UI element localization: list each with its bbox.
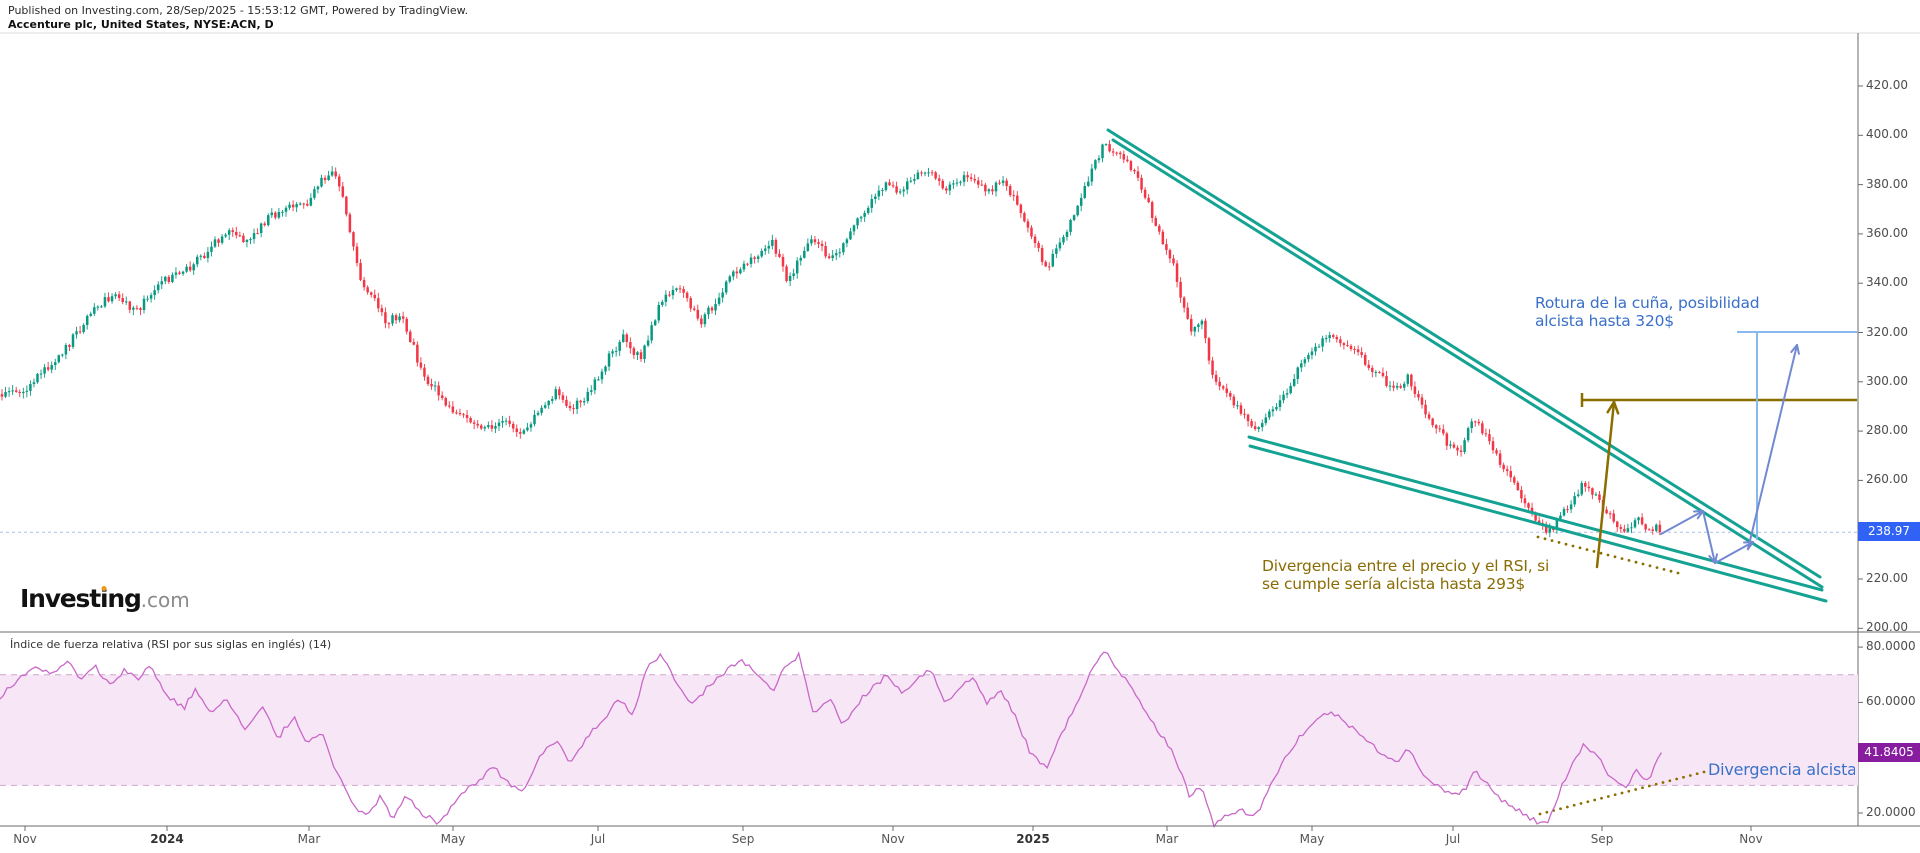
wedge-trendline[interactable]	[1106, 128, 1822, 579]
investing-logo-text: Investing	[20, 584, 142, 613]
divergence-annotation-line1: Divergencia entre el precio y el RSI, si	[1262, 557, 1550, 575]
time-tick-label[interactable]: May	[440, 832, 466, 846]
publish-info: Published on Investing.com, 28/Sep/2025 …	[8, 4, 469, 17]
divergence-annotation-line2: se cumple sería alcista hasta 293$	[1262, 574, 1526, 593]
price-tick-label: 400.00	[1866, 127, 1908, 142]
time-tick-label[interactable]: Jul	[1445, 832, 1461, 846]
price-tick-label: 360.00	[1866, 225, 1908, 240]
time-tick-label[interactable]: Nov	[13, 832, 37, 846]
price-tick-label: 340.00	[1866, 275, 1908, 290]
olive-up-arrow	[1595, 400, 1620, 569]
price-tick-label: 300.00	[1866, 373, 1908, 388]
price-tick-label: 260.00	[1866, 472, 1908, 487]
price-tick-label: 220.00	[1866, 571, 1908, 585]
time-tick-label[interactable]: Mar	[1155, 832, 1179, 846]
wedge-trendline[interactable]	[1248, 444, 1828, 603]
wedge-annotation-line1: Rotura de la cuña, posibilidad	[1535, 294, 1760, 312]
rsi-tick-label: 60.0000	[1866, 694, 1916, 709]
rsi-band	[0, 674, 1858, 786]
symbol-title: Accenture plc, United States, NYSE:ACN, …	[8, 18, 274, 31]
rsi-line	[0, 651, 1662, 829]
rsi-tick-label: 80.0000	[1866, 639, 1916, 654]
divergence-annotation[interactable]: Divergencia entre el precio y el RSI, si…	[1262, 557, 1550, 593]
rsi-indicator-label: Índice de fuerza relativa (RSI por sus s…	[10, 638, 332, 651]
price-tick-label: 200.00	[1866, 620, 1908, 635]
rsi-tick-label: 20.0000	[1866, 805, 1916, 819]
time-tick-label[interactable]: Jul	[590, 832, 606, 846]
blue-path-arrow	[1702, 510, 1718, 564]
time-tick-label[interactable]: May	[1299, 832, 1325, 846]
time-tick-label[interactable]: 2025	[1016, 832, 1050, 846]
wedge-annotation-line2: alcista hasta 320$	[1535, 311, 1674, 330]
time-tick-label[interactable]: Mar	[297, 832, 321, 846]
wedge-breakout-annotation[interactable]: Rotura de la cuña, posibilidad alcista h…	[1535, 294, 1760, 330]
price-tick-label: 280.00	[1866, 423, 1908, 438]
price-tick-label: 380.00	[1866, 176, 1908, 191]
rsi-divergence-annotation[interactable]: Divergencia alcista	[1708, 761, 1855, 779]
blue-path-arrow	[1660, 510, 1704, 535]
price-tick-label: 320.00	[1866, 324, 1908, 339]
price-divergence-dotted-line	[1536, 535, 1680, 575]
time-tick-label[interactable]: Nov	[881, 832, 905, 846]
candlestick-series	[0, 140, 1662, 538]
time-tick-label[interactable]: Nov	[1739, 832, 1763, 846]
time-tick-label[interactable]: Sep	[731, 832, 755, 846]
wedge-trendline[interactable]	[1247, 435, 1824, 592]
investing-logo: Investing.com	[20, 584, 190, 613]
time-tick-label[interactable]: 2024	[150, 832, 184, 846]
price-tick-label: 420.00	[1866, 78, 1908, 92]
blue-path-arrow	[1714, 541, 1754, 564]
wedge-trendline[interactable]	[1111, 138, 1824, 589]
last-price-badge: 238.97	[1858, 522, 1920, 541]
rsi-value-badge: 41.8405	[1858, 743, 1920, 762]
investing-logo-suffix: .com	[140, 588, 190, 612]
time-tick-label[interactable]: Sep	[1590, 832, 1614, 846]
blue-path-arrow	[1747, 344, 1800, 550]
